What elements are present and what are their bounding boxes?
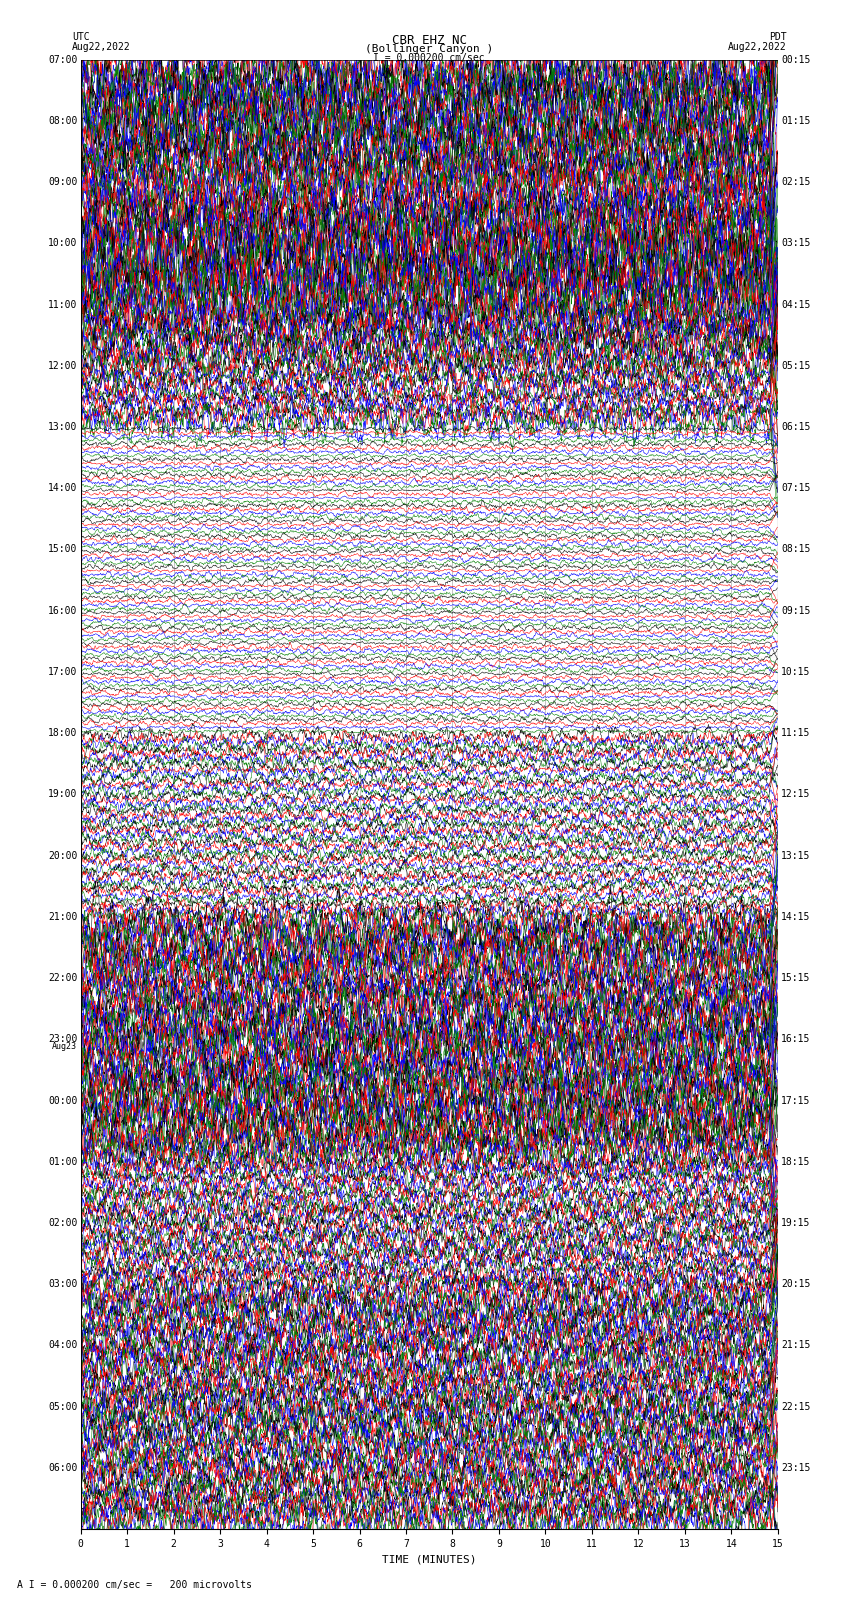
Text: 17:00: 17:00 [48, 666, 77, 677]
Text: Aug23: Aug23 [52, 1042, 77, 1052]
Text: 19:15: 19:15 [781, 1218, 811, 1227]
Text: 08:15: 08:15 [781, 545, 811, 555]
Text: 00:00: 00:00 [48, 1095, 77, 1105]
Text: 01:00: 01:00 [48, 1157, 77, 1166]
Text: 12:15: 12:15 [781, 789, 811, 800]
Text: 15:00: 15:00 [48, 545, 77, 555]
Text: PDT: PDT [768, 32, 786, 42]
Text: 21:15: 21:15 [781, 1340, 811, 1350]
Text: 12:00: 12:00 [48, 361, 77, 371]
Text: 07:15: 07:15 [781, 484, 811, 494]
Text: 02:00: 02:00 [48, 1218, 77, 1227]
Text: 13:00: 13:00 [48, 423, 77, 432]
Text: 22:15: 22:15 [781, 1402, 811, 1411]
Text: 11:15: 11:15 [781, 727, 811, 739]
Text: 04:00: 04:00 [48, 1340, 77, 1350]
Text: 23:00: 23:00 [48, 1034, 77, 1044]
Text: 20:00: 20:00 [48, 850, 77, 861]
Text: 09:00: 09:00 [48, 177, 77, 187]
Text: 01:15: 01:15 [781, 116, 811, 126]
Text: 18:00: 18:00 [48, 727, 77, 739]
Text: 07:00: 07:00 [48, 55, 77, 65]
Text: 14:15: 14:15 [781, 911, 811, 923]
Text: 10:00: 10:00 [48, 239, 77, 248]
Text: 16:15: 16:15 [781, 1034, 811, 1044]
Text: I = 0.000200 cm/sec: I = 0.000200 cm/sec [373, 53, 485, 63]
Text: A I = 0.000200 cm/sec =   200 microvolts: A I = 0.000200 cm/sec = 200 microvolts [17, 1581, 252, 1590]
Text: 17:15: 17:15 [781, 1095, 811, 1105]
X-axis label: TIME (MINUTES): TIME (MINUTES) [382, 1555, 477, 1565]
Text: 23:15: 23:15 [781, 1463, 811, 1473]
Text: Aug22,2022: Aug22,2022 [728, 42, 786, 52]
Text: 15:15: 15:15 [781, 973, 811, 982]
Text: 19:00: 19:00 [48, 789, 77, 800]
Text: UTC: UTC [72, 32, 90, 42]
Text: 08:00: 08:00 [48, 116, 77, 126]
Text: 00:15: 00:15 [781, 55, 811, 65]
Text: 22:00: 22:00 [48, 973, 77, 982]
Text: 06:00: 06:00 [48, 1463, 77, 1473]
Text: CBR EHZ NC: CBR EHZ NC [392, 34, 467, 47]
Text: 21:00: 21:00 [48, 911, 77, 923]
Text: 20:15: 20:15 [781, 1279, 811, 1289]
Text: 05:00: 05:00 [48, 1402, 77, 1411]
Text: 11:00: 11:00 [48, 300, 77, 310]
Text: 02:15: 02:15 [781, 177, 811, 187]
Text: 06:15: 06:15 [781, 423, 811, 432]
Text: 13:15: 13:15 [781, 850, 811, 861]
Text: 16:00: 16:00 [48, 606, 77, 616]
Text: 03:00: 03:00 [48, 1279, 77, 1289]
Text: 05:15: 05:15 [781, 361, 811, 371]
Text: 09:15: 09:15 [781, 606, 811, 616]
Text: 18:15: 18:15 [781, 1157, 811, 1166]
Text: 03:15: 03:15 [781, 239, 811, 248]
Text: 14:00: 14:00 [48, 484, 77, 494]
Text: 04:15: 04:15 [781, 300, 811, 310]
Text: 10:15: 10:15 [781, 666, 811, 677]
Text: Aug22,2022: Aug22,2022 [72, 42, 131, 52]
Text: (Bollinger Canyon ): (Bollinger Canyon ) [366, 44, 493, 53]
